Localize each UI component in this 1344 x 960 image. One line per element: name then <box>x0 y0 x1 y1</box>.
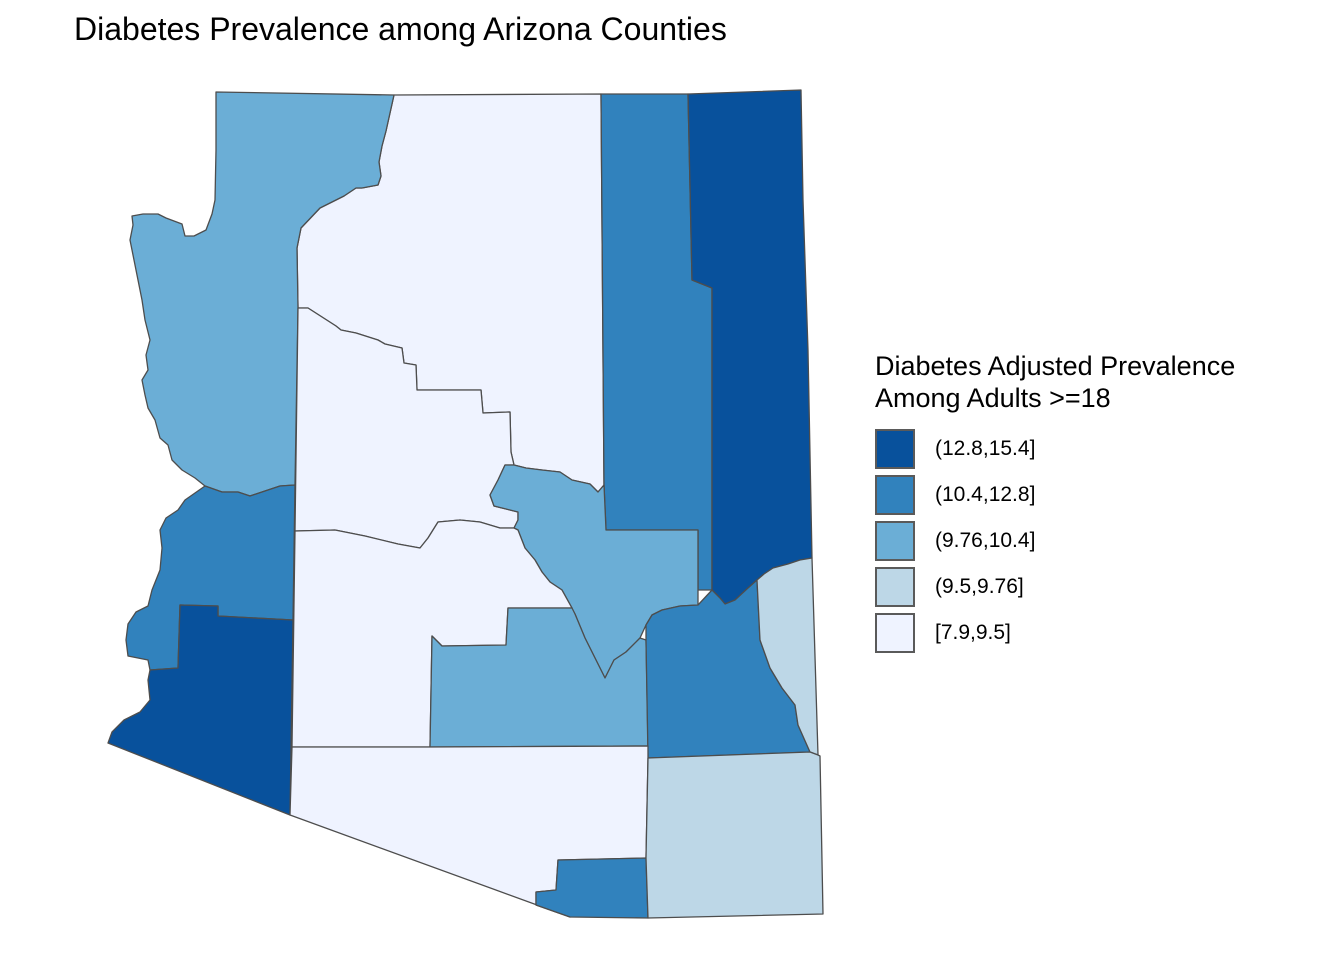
legend-title: Diabetes Adjusted Prevalence Among Adult… <box>875 350 1235 414</box>
legend-item: [7.9,9.5] <box>875 610 1235 656</box>
legend-label: [7.9,9.5] <box>935 621 1011 644</box>
legend-label: (9.76,10.4] <box>935 529 1036 552</box>
legend-swatch <box>875 613 915 653</box>
legend-swatch <box>875 521 915 561</box>
legend-swatch <box>875 567 915 607</box>
legend-title-line-1: Diabetes Adjusted Prevalence <box>875 351 1236 381</box>
county-la-paz <box>125 484 296 671</box>
county-pinal <box>429 607 649 748</box>
legend-title-line-2: Among Adults >=18 <box>875 383 1111 413</box>
county-mohave <box>129 91 395 497</box>
legend: Diabetes Adjusted Prevalence Among Adult… <box>875 350 1235 656</box>
legend-item: (9.5,9.76] <box>875 564 1235 610</box>
legend-label: (12.8,15.4] <box>935 437 1036 460</box>
legend-items: (12.8,15.4] (10.4,12.8] (9.76,10.4] (9.5… <box>875 426 1235 656</box>
county-yuma <box>107 604 294 816</box>
map-title: Diabetes Prevalence among Arizona Counti… <box>74 11 727 47</box>
legend-label: (9.5,9.76] <box>935 575 1024 598</box>
legend-item: (9.76,10.4] <box>875 518 1235 564</box>
legend-label: (10.4,12.8] <box>935 483 1036 506</box>
county-cochise <box>645 751 824 919</box>
legend-item: (12.8,15.4] <box>875 426 1235 472</box>
legend-swatch <box>875 475 915 515</box>
legend-item: (10.4,12.8] <box>875 472 1235 518</box>
legend-swatch <box>875 429 915 469</box>
